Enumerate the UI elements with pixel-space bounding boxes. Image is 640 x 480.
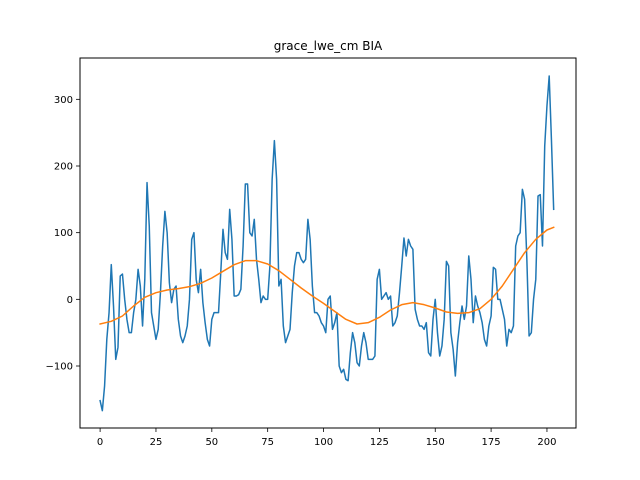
x-tick-label: 150 [426,437,445,448]
y-tick-label: 300 [54,95,73,106]
chart-title: grace_lwe_cm BIA [274,39,383,53]
y-tick-label: 0 [67,295,73,306]
y-tick-label: 200 [54,162,73,173]
x-tick-label: 125 [370,437,389,448]
x-tick-label: 50 [205,437,218,448]
x-axis: 0 25 50 75 100 125 150 175 200 [97,428,557,448]
x-tick-label: 100 [314,437,333,448]
series-line-2 [99,226,555,325]
series-line-1 [99,75,555,412]
x-tick-label: 200 [537,437,556,448]
y-tick-label: 100 [54,228,73,239]
x-tick-label: 0 [97,437,103,448]
y-axis: −100 0 100 200 300 [46,95,80,373]
series-layer [99,75,555,412]
y-tick-label: −100 [46,362,73,373]
plot-frame [79,57,577,429]
x-tick-label: 175 [482,437,501,448]
x-tick-label: 75 [261,437,274,448]
x-tick-label: 25 [150,437,163,448]
